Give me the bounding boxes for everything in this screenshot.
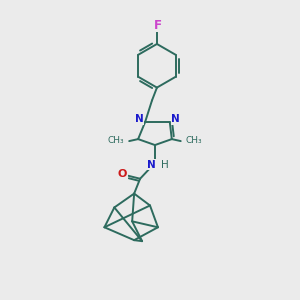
Text: CH₃: CH₃ <box>186 136 202 145</box>
Text: N: N <box>147 160 155 170</box>
Text: CH₃: CH₃ <box>108 136 124 145</box>
Text: N: N <box>171 114 180 124</box>
Text: F: F <box>154 19 162 32</box>
Text: O: O <box>118 169 127 179</box>
Text: H: H <box>161 160 169 170</box>
Text: N: N <box>135 114 143 124</box>
